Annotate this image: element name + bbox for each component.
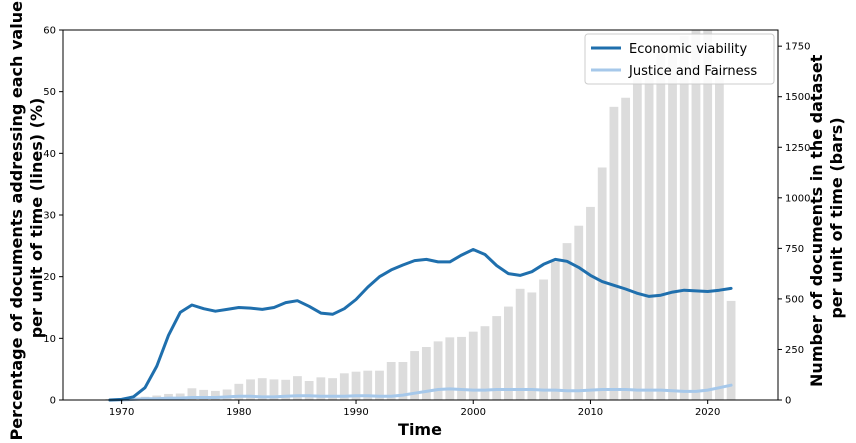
bar-1990: [351, 371, 361, 400]
bar-1985: [293, 376, 302, 400]
bar-1984: [281, 379, 291, 400]
bar-1989: [339, 373, 349, 400]
bar-1993: [386, 361, 396, 400]
legend: Economic viability Justice and Fairness: [584, 33, 775, 85]
series-line-justice-and-fairness: [108, 383, 733, 402]
bar-1980: [234, 383, 244, 400]
y-left-tick-label: 30: [43, 211, 56, 222]
bar-2002: [492, 316, 502, 400]
bar-2022: [726, 300, 736, 400]
bar-2007: [550, 261, 560, 400]
y-axis-right-title: Number of documents in the dataset per u…: [807, 49, 846, 387]
bar-2021: [714, 72, 724, 400]
bar-1987: [316, 377, 326, 400]
lines-layer: [108, 248, 733, 402]
y-left-tick-label: 0: [50, 396, 56, 407]
bar-2016: [656, 52, 666, 400]
legend-label-economic-viability: Economic viability: [629, 42, 748, 57]
bar-1977: [199, 389, 209, 400]
bar-1999: [457, 336, 466, 400]
bar-1992: [375, 370, 384, 400]
x-tick-label: 1980: [226, 407, 251, 418]
bar-2018: [679, 36, 689, 400]
y-right-tick-label: 0: [785, 396, 791, 407]
y-axis-right-title-line-1: Number of documents in the dataset: [807, 54, 826, 387]
bar-2005: [527, 292, 537, 400]
x-tick-label: 2000: [461, 407, 486, 418]
bar-1988: [328, 378, 337, 400]
x-tick-label: 1970: [109, 407, 134, 418]
bar-2010: [586, 206, 595, 400]
bar-1982: [257, 378, 267, 400]
y-right-tick-label: 1500: [785, 92, 810, 103]
series-line-economic-viability: [108, 248, 733, 402]
x-tick-label: 2010: [578, 407, 603, 418]
y-right-tick-label: 500: [785, 294, 804, 305]
y-right-tick-label: 250: [785, 345, 804, 356]
y-axis-left-title: Percentage of documents addressing each …: [7, 0, 46, 441]
x-tick-label: 1990: [343, 407, 368, 418]
bar-2017: [668, 44, 677, 400]
y-right-tick-label: 1000: [785, 193, 810, 204]
y-left-tick-label: 10: [43, 334, 56, 345]
bar-1983: [269, 379, 279, 400]
bar-1978: [210, 390, 220, 400]
x-axis-title: Time: [398, 420, 442, 439]
y-left-tick-label: 50: [43, 87, 56, 98]
y-left-tick-label: 40: [43, 149, 56, 160]
bar-1986: [304, 380, 314, 400]
bar-2014: [632, 76, 642, 400]
bar-2011: [597, 167, 607, 400]
y-axis-left-title-line-1: Percentage of documents addressing each …: [7, 1, 26, 441]
legend-label-justice-and-fairness: Justice and Fairness: [628, 64, 757, 79]
bar-2001: [480, 326, 490, 400]
bar-1998: [445, 337, 455, 400]
bar-2019: [691, 30, 701, 400]
bar-2015: [644, 68, 654, 401]
bar-1994: [398, 361, 408, 400]
y-axis-right: 0 250 500 750 1000 1250 1500 1750: [778, 42, 810, 407]
bar-1981: [246, 379, 255, 400]
bar-2003: [504, 306, 513, 400]
bar-1995: [410, 351, 420, 400]
x-axis: 1970 1980 1990 2000 2010 2020: [109, 400, 720, 418]
bar-2004: [515, 288, 525, 400]
bar-2012: [609, 106, 619, 401]
bar-1976: [187, 388, 197, 400]
y-right-tick-label: 1250: [785, 143, 810, 154]
bar-1996: [421, 347, 431, 400]
y-right-tick-label: 1750: [785, 42, 810, 53]
y-axis-left-title-line-2: per unit of time (lines) (%): [27, 98, 46, 339]
bar-1991: [363, 370, 373, 400]
x-tick-label: 2020: [695, 407, 720, 418]
bar-2008: [562, 243, 572, 400]
legend-box: [584, 33, 775, 85]
bars-layer: [105, 30, 736, 401]
y-axis-left: 0 10 20 30 40 50 60: [43, 26, 63, 407]
y-left-tick-label: 20: [43, 272, 56, 283]
bar-1997: [433, 341, 443, 400]
y-axis-right-title-line-2: per unit of time (bars): [827, 117, 846, 318]
bar-2000: [468, 331, 478, 400]
bar-2013: [621, 97, 631, 400]
bar-2006: [539, 279, 548, 400]
y-right-tick-label: 750: [785, 244, 804, 255]
bar-1979: [222, 389, 232, 400]
bar-2009: [574, 225, 584, 400]
y-left-tick-label: 60: [43, 26, 56, 37]
bar-2020: [703, 30, 713, 400]
